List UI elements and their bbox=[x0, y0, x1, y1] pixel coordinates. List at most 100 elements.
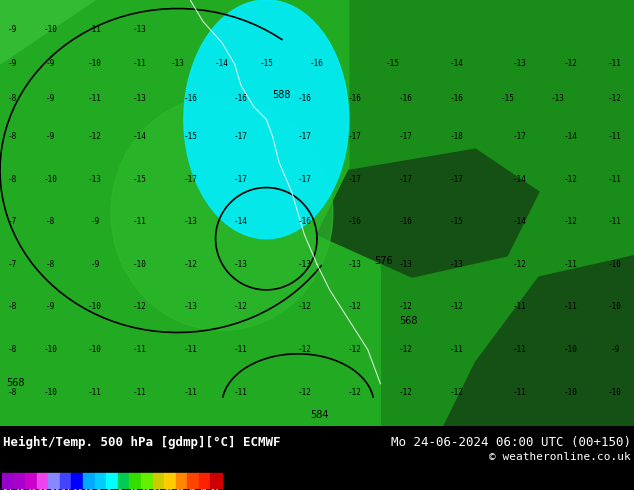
Text: -16: -16 bbox=[297, 217, 311, 226]
Text: -12: -12 bbox=[608, 94, 622, 102]
Text: -10: -10 bbox=[44, 388, 58, 397]
Text: -8: -8 bbox=[8, 302, 17, 312]
Text: -8: -8 bbox=[8, 174, 17, 184]
Text: -13: -13 bbox=[183, 302, 197, 312]
Text: -11: -11 bbox=[88, 388, 102, 397]
Bar bbox=[176, 473, 187, 488]
Text: -12: -12 bbox=[399, 302, 413, 312]
Bar bbox=[13, 473, 25, 488]
Text: -15: -15 bbox=[386, 59, 400, 69]
Bar bbox=[129, 473, 141, 488]
Text: -12: -12 bbox=[399, 345, 413, 354]
Text: -14: -14 bbox=[564, 132, 578, 141]
Text: -11: -11 bbox=[183, 388, 197, 397]
Text: -12: -12 bbox=[234, 302, 248, 312]
Text: -9: -9 bbox=[8, 25, 17, 34]
Text: 588: 588 bbox=[273, 90, 291, 100]
Text: -12: -12 bbox=[513, 260, 527, 269]
Text: -12: -12 bbox=[297, 388, 311, 397]
Bar bbox=[48, 473, 60, 488]
Text: -30: -30 bbox=[48, 489, 60, 490]
Text: 38: 38 bbox=[176, 489, 184, 490]
Text: 568: 568 bbox=[399, 316, 418, 326]
Text: -10: -10 bbox=[133, 260, 146, 269]
Text: -17: -17 bbox=[450, 174, 463, 184]
Bar bbox=[60, 473, 72, 488]
Ellipse shape bbox=[111, 96, 333, 330]
Text: -17: -17 bbox=[399, 132, 413, 141]
Bar bbox=[94, 473, 107, 488]
Text: 48: 48 bbox=[199, 489, 208, 490]
Text: -13: -13 bbox=[348, 260, 362, 269]
Text: -8: -8 bbox=[8, 132, 17, 141]
Text: -10: -10 bbox=[44, 174, 58, 184]
Text: Mo 24-06-2024 06:00 UTC (00+150): Mo 24-06-2024 06:00 UTC (00+150) bbox=[391, 436, 631, 449]
Text: -11: -11 bbox=[88, 94, 102, 102]
Text: -8: -8 bbox=[8, 345, 17, 354]
Bar bbox=[199, 473, 210, 488]
Bar bbox=[210, 473, 222, 488]
Text: -9: -9 bbox=[46, 132, 55, 141]
Text: -15: -15 bbox=[500, 94, 514, 102]
Text: -10: -10 bbox=[88, 59, 102, 69]
Text: -17: -17 bbox=[297, 132, 311, 141]
Text: -11: -11 bbox=[608, 217, 622, 226]
Text: -13: -13 bbox=[171, 59, 184, 69]
Text: -17: -17 bbox=[234, 174, 248, 184]
Text: -13: -13 bbox=[234, 260, 248, 269]
Text: -10: -10 bbox=[608, 260, 622, 269]
FancyBboxPatch shape bbox=[0, 0, 349, 426]
Text: -14: -14 bbox=[513, 217, 527, 226]
Text: -9: -9 bbox=[611, 345, 619, 354]
Text: -9: -9 bbox=[8, 59, 17, 69]
Text: -12: -12 bbox=[348, 388, 362, 397]
Text: -10: -10 bbox=[88, 345, 102, 354]
Text: -10: -10 bbox=[564, 388, 578, 397]
Text: -17: -17 bbox=[234, 132, 248, 141]
Text: -11: -11 bbox=[564, 302, 578, 312]
Text: -38: -38 bbox=[37, 489, 48, 490]
Text: -10: -10 bbox=[564, 345, 578, 354]
Text: -9: -9 bbox=[46, 302, 55, 312]
Text: -7: -7 bbox=[8, 260, 17, 269]
Bar bbox=[2, 473, 13, 488]
Text: -16: -16 bbox=[348, 217, 362, 226]
Text: -16: -16 bbox=[183, 94, 197, 102]
Text: -11: -11 bbox=[513, 388, 527, 397]
Text: -17: -17 bbox=[183, 174, 197, 184]
Text: -12: -12 bbox=[297, 302, 311, 312]
Text: -11: -11 bbox=[513, 302, 527, 312]
Text: -16: -16 bbox=[297, 94, 311, 102]
Text: -8: -8 bbox=[8, 388, 17, 397]
Text: -54: -54 bbox=[2, 489, 13, 490]
Text: -17: -17 bbox=[513, 132, 527, 141]
Text: -14: -14 bbox=[234, 217, 248, 226]
Text: -11: -11 bbox=[234, 388, 248, 397]
Text: 42: 42 bbox=[187, 489, 196, 490]
Text: -17: -17 bbox=[348, 132, 362, 141]
Text: -18: -18 bbox=[450, 132, 463, 141]
Text: 12: 12 bbox=[129, 489, 138, 490]
Text: 30: 30 bbox=[164, 489, 173, 490]
Text: -8: -8 bbox=[94, 489, 101, 490]
Text: -15: -15 bbox=[450, 217, 463, 226]
Text: -11: -11 bbox=[608, 59, 622, 69]
Text: -8: -8 bbox=[46, 217, 55, 226]
Text: -16: -16 bbox=[310, 59, 324, 69]
Text: -12: -12 bbox=[348, 345, 362, 354]
Text: -13: -13 bbox=[133, 94, 146, 102]
Text: -11: -11 bbox=[513, 345, 527, 354]
Text: -16: -16 bbox=[399, 94, 413, 102]
Text: 568: 568 bbox=[6, 378, 25, 388]
Text: 8: 8 bbox=[118, 489, 122, 490]
Text: -11: -11 bbox=[564, 260, 578, 269]
Text: -10: -10 bbox=[608, 302, 622, 312]
Text: -12: -12 bbox=[450, 302, 463, 312]
Text: -13: -13 bbox=[450, 260, 463, 269]
Text: -12: -12 bbox=[297, 345, 311, 354]
Text: -17: -17 bbox=[297, 174, 311, 184]
Text: -9: -9 bbox=[46, 59, 55, 69]
Bar bbox=[153, 473, 164, 488]
Text: -17: -17 bbox=[399, 174, 413, 184]
Text: -17: -17 bbox=[348, 174, 362, 184]
